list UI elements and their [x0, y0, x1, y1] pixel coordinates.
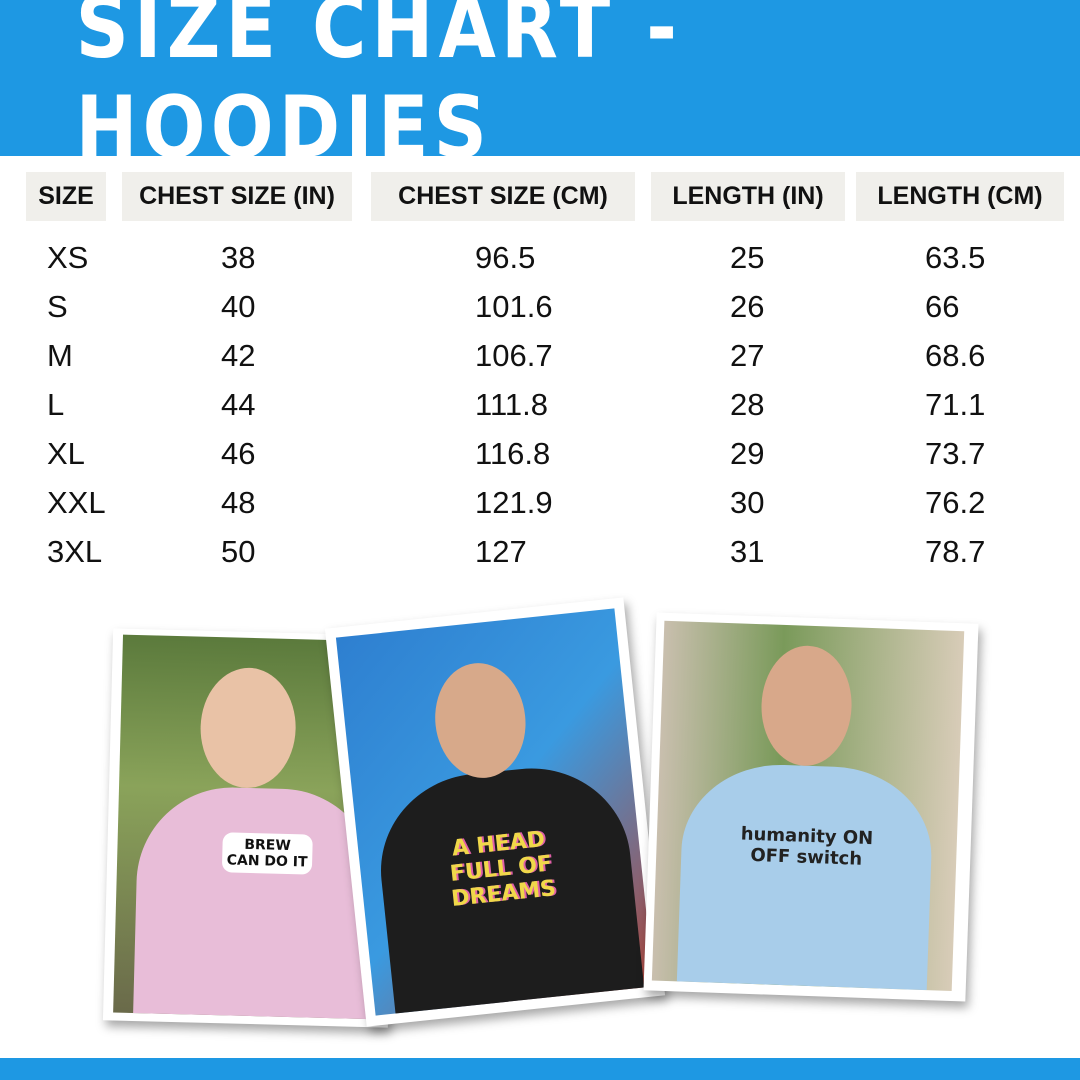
- title-banner: SIZE CHART - HOODIES: [0, 0, 1080, 178]
- table-cell: 106.7: [475, 338, 553, 373]
- photo-blue-hoodie: humanity ON OFF switch: [643, 612, 979, 1002]
- hoodie-print: humanity ON OFF switch: [740, 823, 874, 870]
- table-cell: 127: [475, 534, 527, 569]
- table-cell: XXL: [47, 485, 106, 520]
- bottom-bar: [0, 1058, 1080, 1080]
- table-cell: 71.1: [925, 387, 986, 422]
- header-size: SIZE: [26, 172, 106, 221]
- table-cell: 116.8: [475, 436, 551, 471]
- table-row: XS 38 96.5 25 63.5: [0, 240, 1080, 280]
- face: [429, 658, 532, 783]
- table-cell: 42: [221, 338, 256, 373]
- table-cell: XS: [47, 240, 89, 275]
- table-cell: 66: [925, 289, 960, 324]
- page-title: SIZE CHART - HOODIES: [75, 0, 683, 178]
- table-row: 3XL 50 127 31 78.7: [0, 534, 1080, 574]
- header-length-cm: LENGTH (CM): [856, 172, 1064, 221]
- header-length-in: LENGTH (IN): [651, 172, 845, 221]
- table-cell: 68.6: [925, 338, 986, 373]
- hoodie-print: BREW CAN DO IT: [221, 832, 313, 875]
- table-cell: 27: [730, 338, 765, 373]
- table-cell: 111.8: [475, 387, 548, 422]
- table-cell: 96.5: [475, 240, 536, 275]
- table-cell: 121.9: [475, 485, 553, 520]
- table-cell: S: [47, 289, 68, 324]
- hoodie: [676, 761, 935, 991]
- table-row: S 40 101.6 26 66: [0, 289, 1080, 329]
- table-row: XXL 48 121.9 30 76.2: [0, 485, 1080, 525]
- table-cell: 46: [221, 436, 256, 471]
- table-cell: M: [47, 338, 73, 373]
- table-cell: XL: [47, 436, 85, 471]
- table-cell: L: [47, 387, 65, 422]
- table-cell: 29: [730, 436, 765, 471]
- face: [759, 644, 854, 768]
- hoodie: [132, 785, 380, 1020]
- table-cell: 48: [221, 485, 256, 520]
- hoodie-print: A HEAD FULL OF DREAMS: [448, 827, 558, 912]
- table-cell: 26: [730, 289, 765, 324]
- table-cell: 31: [730, 534, 765, 569]
- table-row: M 42 106.7 27 68.6: [0, 338, 1080, 378]
- table-cell: 73.7: [925, 436, 986, 471]
- table-cell: 25: [730, 240, 765, 275]
- table-cell: 38: [221, 240, 256, 275]
- table-cell: 30: [730, 485, 765, 520]
- table-cell: 28: [730, 387, 765, 422]
- table-cell: 40: [221, 289, 256, 324]
- table-cell: 50: [221, 534, 256, 569]
- table-cell: 3XL: [47, 534, 103, 569]
- table-cell: 44: [221, 387, 256, 422]
- table-cell: 76.2: [925, 485, 986, 520]
- table-cell: 101.6: [475, 289, 553, 324]
- table-row: L 44 111.8 28 71.1: [0, 387, 1080, 427]
- header-chest-in: CHEST SIZE (IN): [122, 172, 352, 221]
- header-chest-cm: CHEST SIZE (CM): [371, 172, 635, 221]
- table-cell: 78.7: [925, 534, 986, 569]
- table-cell: 63.5: [925, 240, 986, 275]
- photo-black-hoodie: A HEAD FULL OF DREAMS: [324, 597, 666, 1027]
- face: [199, 666, 298, 790]
- table-row: XL 46 116.8 29 73.7: [0, 436, 1080, 476]
